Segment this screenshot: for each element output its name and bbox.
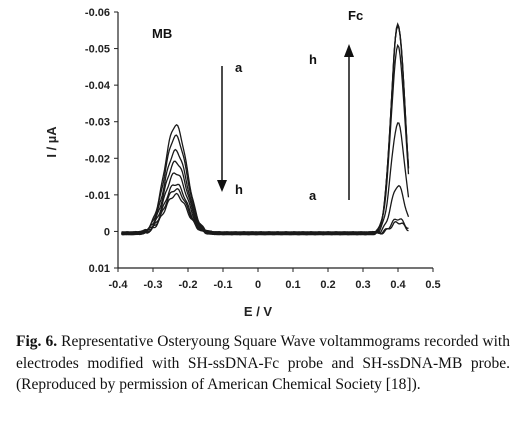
chart: -0.06 -0.05 -0.04 -0.03 -0.02 -0.01 0 0.01 -0.4…: [44, 7, 441, 319]
caption-label: Fig. 6.: [16, 333, 58, 350]
x-tick-label: 0.5: [425, 279, 440, 291]
y-ticks: -0.06 -0.05 -0.04 -0.03 -0.02 -0.01 0 0.01: [85, 7, 118, 275]
fc-arrow: [344, 44, 354, 200]
voltammogram-curve: [121, 24, 410, 236]
x-tick-label: -0.1: [214, 279, 233, 291]
caption-text: Representative Osteryoung Square Wave vo…: [16, 333, 510, 393]
x-tick-label: -0.4: [109, 279, 129, 291]
mb-arrow-end-label: h: [235, 182, 243, 197]
x-axis-title: E / V: [244, 304, 273, 319]
curves: [121, 22, 410, 236]
axes: [117, 12, 433, 269]
x-ticks: -0.4 -0.3 -0.2 -0.1 0 0.1 0.2 0.3 0.4 0.5: [109, 268, 441, 291]
y-tick-label: -0.04: [85, 80, 111, 92]
x-tick-label: 0: [255, 279, 261, 291]
y-tick-label: -0.05: [85, 44, 110, 56]
x-tick-label: -0.3: [144, 279, 163, 291]
y-tick-label: -0.01: [85, 190, 110, 202]
x-tick-label: 0.4: [390, 279, 406, 291]
y-tick-label: -0.03: [85, 117, 110, 129]
y-axis-title: I / µA: [44, 126, 59, 158]
x-tick-label: -0.2: [179, 279, 198, 291]
fc-arrow-start-label: a: [309, 188, 317, 203]
y-tick-label: 0: [104, 226, 110, 238]
voltammogram-curve: [121, 43, 410, 236]
y-tick-label: 0.01: [89, 263, 110, 275]
y-tick-label: -0.06: [85, 7, 110, 19]
mb-arrow-start-label: a: [235, 60, 243, 75]
mb-label: MB: [152, 26, 172, 41]
x-tick-label: 0.1: [285, 279, 300, 291]
fc-arrow-end-label: h: [309, 52, 317, 67]
fc-label: Fc: [348, 8, 363, 23]
figure-caption: Fig. 6. Representative Osteryoung Square…: [16, 331, 510, 396]
x-tick-label: 0.3: [355, 279, 370, 291]
voltammogram-curve: [121, 22, 410, 236]
x-tick-label: 0.2: [320, 279, 335, 291]
mb-arrow: [217, 66, 227, 192]
y-tick-label: -0.02: [85, 153, 110, 165]
voltammogram-plot: -0.06 -0.05 -0.04 -0.03 -0.02 -0.01 0 0.01 -0.4…: [44, 7, 441, 319]
